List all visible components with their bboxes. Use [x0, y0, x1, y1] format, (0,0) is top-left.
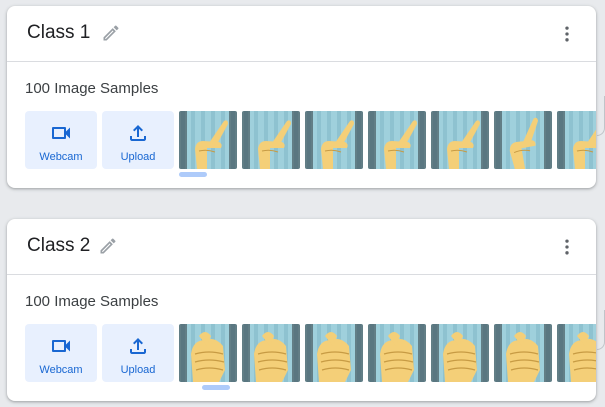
sample-thumbnail[interactable] — [494, 111, 552, 169]
sample-thumbnails — [179, 111, 596, 169]
videocam-icon — [52, 340, 70, 352]
sample-thumbnails — [179, 324, 596, 382]
webcam-label: Webcam — [39, 364, 83, 376]
upload-icon — [130, 338, 146, 354]
scroll-edge — [597, 310, 605, 350]
videocam-icon — [52, 127, 70, 139]
sample-thumbnail[interactable] — [368, 111, 426, 169]
samples-count: 100 Image Samples — [25, 293, 159, 310]
sample-thumbnail[interactable] — [368, 324, 426, 382]
thumbnail-scrollbar[interactable] — [179, 172, 207, 177]
sample-thumbnail[interactable] — [179, 324, 237, 382]
scroll-edge — [597, 96, 605, 136]
upload-label: Upload — [120, 151, 156, 163]
sample-thumbnail[interactable] — [242, 324, 300, 382]
thumbnail-scrollbar[interactable] — [202, 385, 230, 390]
samples-count: 100 Image Samples — [25, 80, 159, 97]
more-vert-icon[interactable] — [557, 24, 577, 44]
class-header: Class 2 — [7, 219, 596, 275]
class-name[interactable]: Class 2 — [27, 235, 91, 256]
sample-thumbnail[interactable] — [557, 324, 596, 382]
sample-thumbnail[interactable] — [242, 111, 300, 169]
more-vert-icon[interactable] — [557, 237, 577, 257]
upload-button[interactable]: Upload — [102, 111, 174, 169]
class-card-2: Class 2 100 Image Samples Webcam Upload — [7, 219, 596, 401]
sample-thumbnail[interactable] — [431, 324, 489, 382]
upload-label: Upload — [120, 364, 156, 376]
sample-thumbnail[interactable] — [305, 111, 363, 169]
sample-thumbnail[interactable] — [557, 111, 596, 169]
pencil-icon[interactable] — [101, 23, 121, 43]
webcam-label: Webcam — [39, 151, 83, 163]
pencil-icon[interactable] — [98, 236, 118, 256]
class-header: Class 1 — [7, 6, 596, 62]
class-name[interactable]: Class 1 — [27, 22, 91, 43]
sample-thumbnail[interactable] — [431, 111, 489, 169]
upload-icon — [130, 125, 146, 141]
webcam-button[interactable]: Webcam — [25, 324, 97, 382]
webcam-button[interactable]: Webcam — [25, 111, 97, 169]
sample-thumbnail[interactable] — [305, 324, 363, 382]
upload-button[interactable]: Upload — [102, 324, 174, 382]
class-card-1: Class 1 100 Image Samples Webcam Upload — [7, 6, 596, 188]
sample-thumbnail[interactable] — [179, 111, 237, 169]
sample-thumbnail[interactable] — [494, 324, 552, 382]
